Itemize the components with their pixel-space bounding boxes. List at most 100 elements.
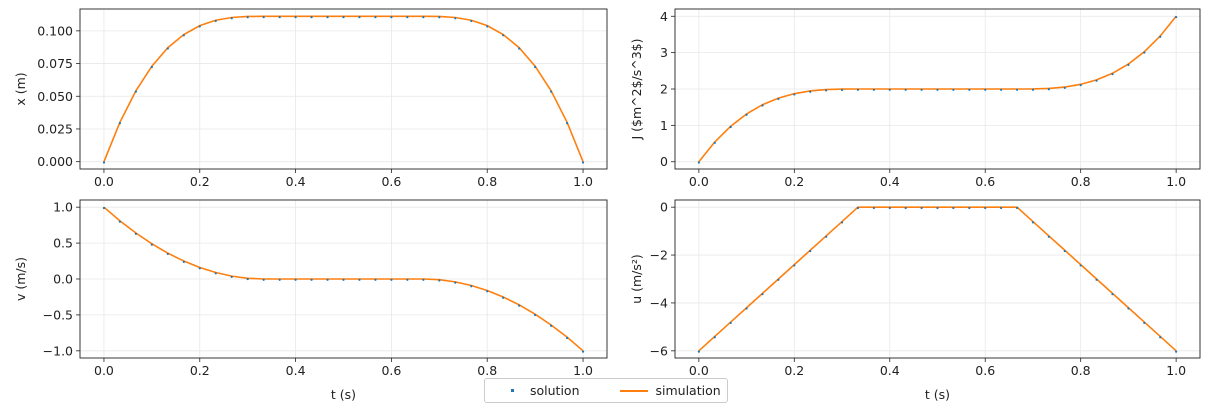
solution-point xyxy=(406,16,409,19)
x-axis-label: t (s) xyxy=(925,387,950,402)
legend: solution simulation xyxy=(484,378,728,403)
solution-point xyxy=(470,19,473,23)
solution-point xyxy=(134,90,138,93)
solution-point xyxy=(904,88,907,91)
solution-point xyxy=(422,278,425,281)
x-tick-label: 0.4 xyxy=(286,174,306,189)
solution-point xyxy=(777,278,780,281)
solution-point xyxy=(230,17,233,20)
x-tick-label: 0.0 xyxy=(94,363,114,378)
legend-label-solution: solution xyxy=(530,383,580,398)
solution-point xyxy=(809,90,812,93)
x-tick-label: 0.6 xyxy=(975,174,995,189)
solution-point xyxy=(182,260,185,263)
solution-point xyxy=(1175,350,1178,353)
legend-item-simulation: simulation xyxy=(619,383,721,398)
solution-point xyxy=(342,16,345,19)
solution-point xyxy=(968,88,971,91)
x-tick-label: 1.0 xyxy=(573,174,593,189)
solution-point xyxy=(952,206,955,210)
solution-point xyxy=(984,206,987,210)
solution-point xyxy=(182,34,185,37)
x-tick-label: 0.8 xyxy=(477,363,497,378)
simulation-line-marker xyxy=(619,389,648,392)
solution-point xyxy=(1031,88,1035,91)
y-tick-label: 0.075 xyxy=(37,56,73,71)
solution-point xyxy=(262,16,265,19)
solution-point xyxy=(888,88,891,91)
y-tick-label: −1.0 xyxy=(43,343,73,358)
solution-point xyxy=(904,206,907,210)
solution-point xyxy=(214,19,217,23)
solution-point xyxy=(745,113,748,116)
y-tick-label: 1.0 xyxy=(53,200,73,215)
x-tick-label: 1.0 xyxy=(1166,363,1186,378)
x-tick-label: 0.8 xyxy=(477,174,497,189)
solution-point xyxy=(374,16,377,19)
solution-point xyxy=(713,336,716,339)
solution-point xyxy=(1159,35,1162,38)
x-tick-label: 0.6 xyxy=(381,174,401,189)
solution-point xyxy=(150,65,153,69)
y-tick-label: 0.5 xyxy=(53,236,73,251)
y-tick-label: −0.5 xyxy=(43,307,73,322)
solution-point xyxy=(166,47,169,50)
solution-point xyxy=(549,90,553,93)
y-tick-label: 0 xyxy=(660,200,668,215)
solution-point xyxy=(761,293,764,296)
solution-point xyxy=(825,235,828,238)
y-axis-label: x (m) xyxy=(13,72,28,105)
x-tick-label: 1.0 xyxy=(573,363,593,378)
solution-point xyxy=(1000,88,1003,91)
solution-point xyxy=(729,125,732,129)
solution-point xyxy=(310,278,313,281)
y-axis-label: J ($m^2$/s^3$) xyxy=(629,38,644,140)
solution-point xyxy=(581,350,585,353)
x-tick-label: 0.4 xyxy=(880,174,900,189)
solution-point xyxy=(326,16,329,19)
solution-point xyxy=(438,279,441,282)
axes-frame xyxy=(79,199,608,359)
x-tick-label: 0.0 xyxy=(94,174,114,189)
solution-point xyxy=(390,278,393,281)
legend-label-simulation: simulation xyxy=(655,383,721,398)
solution-point xyxy=(1143,51,1146,54)
solution-point xyxy=(809,249,812,253)
solution-point xyxy=(872,88,875,91)
subplot-4: 0.0 0.2 0.4 0.6 0.8 1.0 −6 −4 −2 0 u (m/s²) t (s) xyxy=(629,199,1201,402)
solution-point xyxy=(262,278,265,281)
axes-frame xyxy=(79,8,608,170)
solution-point xyxy=(697,350,700,353)
y-axis-label: u (m/s²) xyxy=(629,254,644,304)
x-tick-label: 0.8 xyxy=(1071,174,1091,189)
solution-point xyxy=(1047,88,1050,91)
solution-point xyxy=(198,25,201,28)
simulation-line xyxy=(103,15,584,162)
solution-point xyxy=(793,93,796,96)
solution-point xyxy=(1063,86,1066,89)
y-tick-label: 3 xyxy=(660,45,668,60)
y-tick-label: 4 xyxy=(660,9,668,24)
solution-point xyxy=(326,278,329,281)
x-tick-label: 0.2 xyxy=(190,174,210,189)
y-tick-label: 1 xyxy=(660,118,668,133)
solution-point xyxy=(1111,293,1114,296)
solution-point xyxy=(1111,72,1114,76)
solution-point xyxy=(1095,278,1098,281)
solution-point xyxy=(1000,206,1003,210)
solution-point xyxy=(565,121,569,125)
solution-point xyxy=(1015,88,1019,91)
y-tick-label: −4 xyxy=(650,295,668,310)
solution-point xyxy=(166,252,169,256)
solution-point xyxy=(102,206,106,210)
solution-point xyxy=(486,25,489,28)
solution-point xyxy=(198,267,201,270)
solution-point xyxy=(888,206,891,210)
y-tick-label: 0.000 xyxy=(37,154,73,169)
solution-point xyxy=(358,16,361,19)
solution-point xyxy=(1127,307,1130,310)
solution-point xyxy=(1063,249,1066,253)
x-axis-label: t (s) xyxy=(331,387,356,402)
y-tick-label: 0.050 xyxy=(37,89,73,104)
